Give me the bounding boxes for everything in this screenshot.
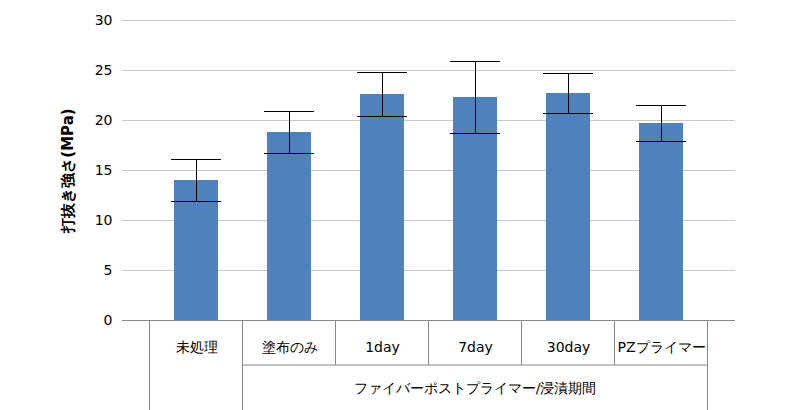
svg-text:7day: 7day [458,339,493,355]
svg-text:25: 25 [95,62,113,78]
svg-text:15: 15 [95,162,113,178]
svg-text:30day: 30day [547,339,591,355]
svg-text:ファイバーポストプライマー/浸漬期間: ファイバーポストプライマー/浸漬期間 [354,380,597,396]
svg-text:未処理: 未処理 [176,339,218,355]
svg-text:10: 10 [95,212,113,228]
svg-text:5: 5 [104,262,113,278]
svg-text:30: 30 [95,12,113,28]
svg-text:0: 0 [104,312,113,328]
svg-text:1day: 1day [365,339,400,355]
svg-text:20: 20 [95,112,113,128]
svg-text:打抜き強さ(MPa): 打抜き強さ(MPa) [59,108,77,233]
svg-text:塗布のみ: 塗布のみ [262,339,318,355]
svg-text:PZプライマー: PZプライマー [617,339,705,355]
